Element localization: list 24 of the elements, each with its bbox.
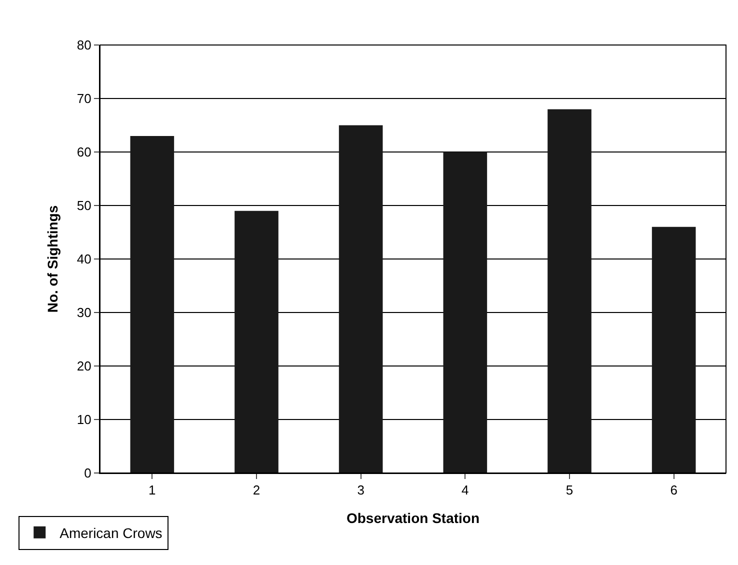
bar <box>443 152 488 473</box>
y-tick-label: 40 <box>76 252 92 267</box>
y-axis-title: No. of Sightings <box>44 205 61 313</box>
y-tick-label: 30 <box>76 305 92 320</box>
x-tick-label: 3 <box>357 482 364 498</box>
y-tick-label: 60 <box>76 144 92 160</box>
bar <box>130 136 174 473</box>
y-tick-label: 20 <box>76 358 92 374</box>
x-tick-label: 2 <box>252 482 260 498</box>
x-tick-label: 4 <box>462 482 469 498</box>
x-axis-title: Observation Station <box>346 510 480 526</box>
y-tick-label: 80 <box>76 38 92 53</box>
bar <box>234 210 278 473</box>
y-tick-label: 0 <box>84 466 92 481</box>
y-tick-label: 70 <box>76 91 92 106</box>
bar <box>652 226 696 473</box>
y-tick-label: 50 <box>76 198 92 214</box>
x-tick-label: 1 <box>148 482 156 498</box>
y-tick-label: 10 <box>76 412 92 428</box>
legend-label: American Crows <box>60 524 162 541</box>
x-tick-label: 6 <box>670 482 678 498</box>
bar <box>548 109 592 473</box>
bar <box>338 125 383 473</box>
x-tick-label: 5 <box>566 482 574 498</box>
